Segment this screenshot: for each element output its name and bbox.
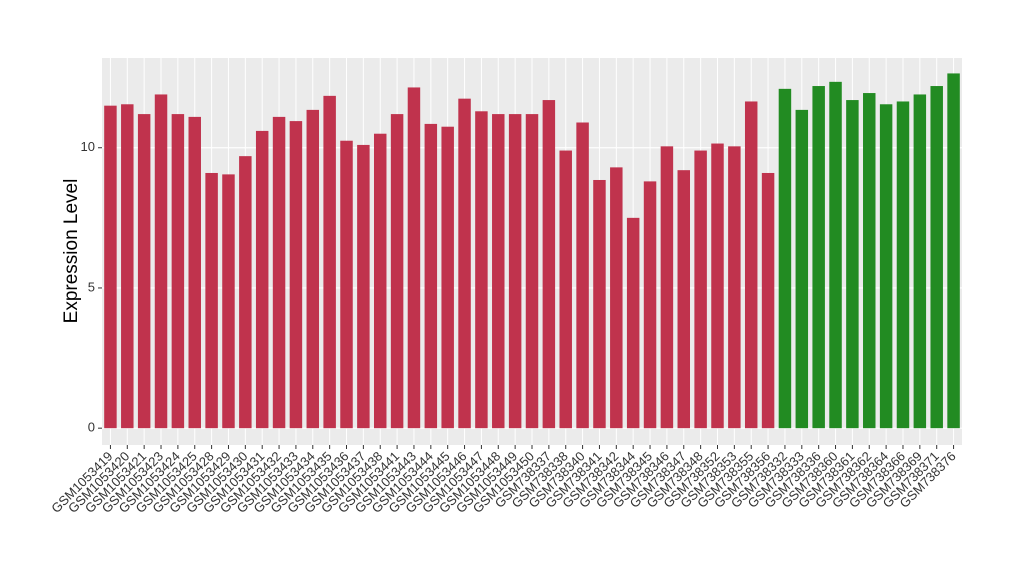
bar (660, 146, 674, 429)
bar (441, 126, 454, 429)
bar (711, 143, 724, 429)
bar (610, 167, 623, 429)
bar (879, 104, 893, 429)
bar (239, 156, 252, 429)
bar (104, 105, 117, 429)
bar (525, 114, 539, 429)
bar (677, 170, 691, 429)
bar (812, 86, 825, 429)
bar (761, 172, 775, 429)
bar (626, 217, 640, 429)
bar (744, 101, 758, 429)
bar (728, 146, 741, 429)
bar (542, 100, 556, 429)
bar (289, 121, 303, 429)
bar (306, 109, 320, 429)
bar (424, 123, 438, 429)
bar (492, 114, 505, 429)
bar (205, 172, 218, 429)
bar (508, 114, 522, 429)
bar (154, 94, 168, 429)
bar (913, 94, 927, 429)
bar (778, 88, 792, 429)
bar (255, 130, 269, 429)
bar (829, 81, 842, 429)
bar (593, 179, 606, 429)
bar (357, 144, 370, 429)
bar (930, 86, 943, 429)
bar (407, 87, 421, 429)
bar (863, 93, 876, 429)
bar (947, 73, 960, 429)
bar (896, 101, 910, 429)
bar (390, 114, 404, 429)
y-tick-label: 0 (88, 420, 95, 435)
bar (694, 150, 707, 429)
bar (171, 114, 185, 429)
y-tick-label: 10 (81, 139, 95, 154)
bar (121, 104, 134, 429)
bar (846, 100, 859, 429)
bar (559, 150, 572, 429)
bar (373, 133, 387, 429)
bar (458, 98, 471, 429)
bar (795, 109, 809, 429)
bar (272, 116, 286, 429)
bar (323, 95, 336, 429)
bar (222, 174, 235, 429)
bar (137, 114, 151, 429)
bar (475, 111, 488, 429)
bar (576, 122, 589, 429)
y-tick-label: 5 (88, 279, 95, 294)
y-axis-label: Expression Level (61, 179, 82, 324)
bar (643, 181, 657, 429)
bar (340, 140, 353, 429)
bar (188, 116, 201, 429)
